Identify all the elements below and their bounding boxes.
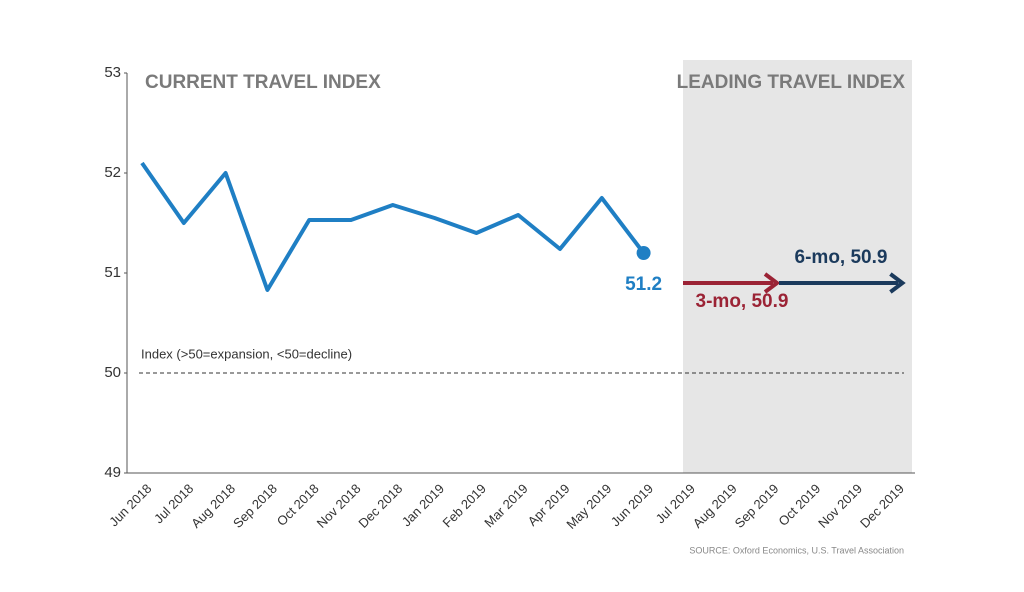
x-tick-label: Dec 2019 bbox=[857, 481, 907, 531]
forecast-label: 6-mo, 50.9 bbox=[795, 247, 888, 268]
y-tick-label: 52 bbox=[104, 164, 121, 181]
x-tick-label: Sep 2018 bbox=[230, 481, 280, 531]
y-tick-label: 50 bbox=[104, 364, 121, 381]
y-tick-label: 53 bbox=[104, 64, 121, 81]
x-tick-label: Feb 2019 bbox=[439, 481, 488, 530]
leading-shade bbox=[683, 60, 912, 473]
series-line bbox=[140, 161, 646, 292]
forecast-label: 3-mo, 50.9 bbox=[696, 291, 789, 312]
source: SOURCE: Oxford Economics, U.S. Travel As… bbox=[689, 545, 904, 555]
chart-title: CURRENT TRAVEL INDEX bbox=[145, 72, 381, 93]
x-tick-label: Dec 2018 bbox=[355, 481, 405, 531]
x-tick-label: Aug 2018 bbox=[188, 481, 238, 531]
reference-label: Index (>50=expansion, <50=decline) bbox=[141, 346, 352, 361]
arrow-head bbox=[763, 272, 781, 294]
x-tick-label: Jun 2019 bbox=[608, 481, 656, 529]
x-tick-label: Jun 2018 bbox=[106, 481, 154, 529]
shaded-label: LEADING TRAVEL INDEX bbox=[677, 72, 906, 93]
x-tick-label: Nov 2018 bbox=[314, 481, 364, 531]
x-tick-label: May 2019 bbox=[563, 481, 614, 532]
x-tick-label: Aug 2019 bbox=[690, 481, 740, 531]
x-tick-label: Jan 2019 bbox=[399, 481, 447, 529]
arrow-head bbox=[889, 272, 906, 294]
end-label: 51.2 bbox=[625, 274, 662, 295]
y-tick-label: 51 bbox=[104, 264, 121, 281]
end-point bbox=[636, 246, 651, 260]
x-tick-label: Sep 2019 bbox=[732, 481, 782, 531]
x-tick-label: Mar 2019 bbox=[481, 481, 530, 530]
x-tick-label: Nov 2019 bbox=[815, 481, 865, 531]
y-tick-label: 49 bbox=[104, 464, 121, 481]
